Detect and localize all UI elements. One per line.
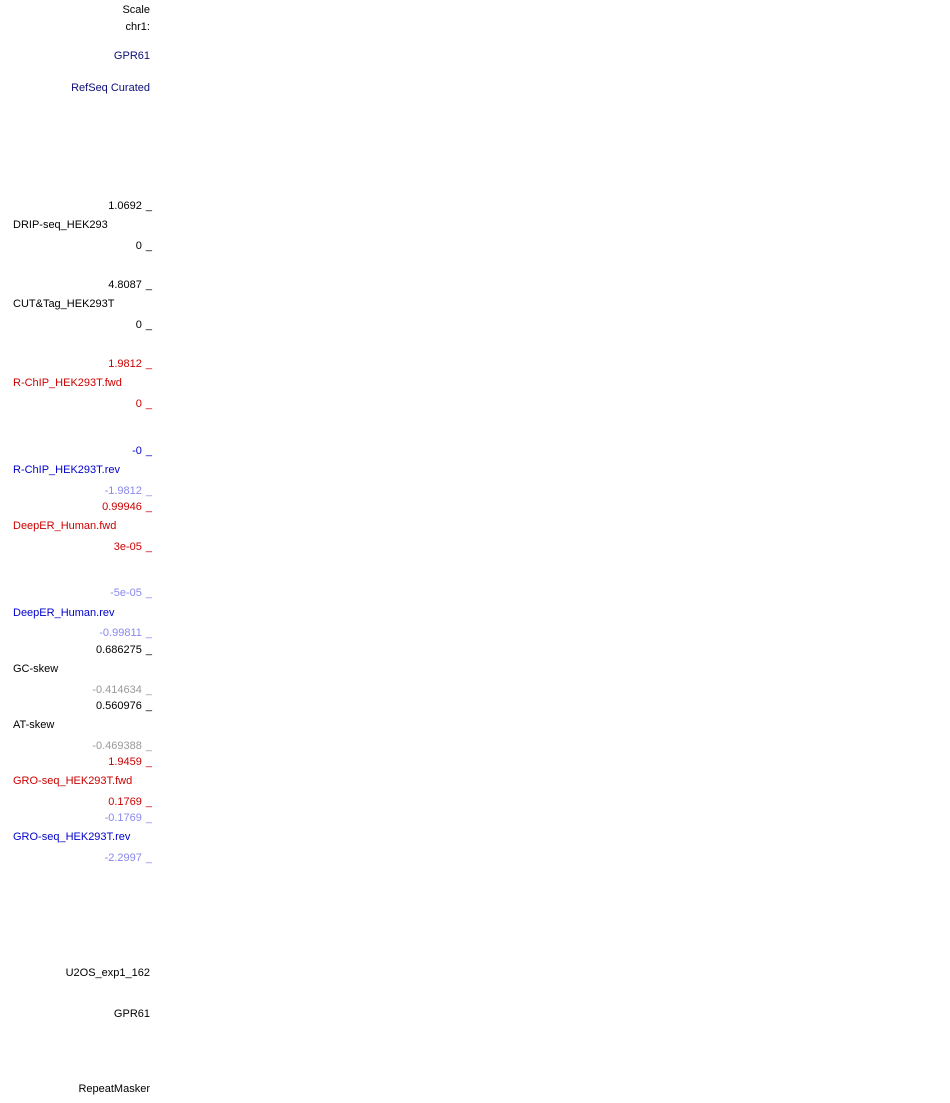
axis-max-rchip-fwd: 1.9812 _	[108, 358, 152, 370]
axis-tick: _	[145, 684, 152, 696]
axis-min-gro-seq-fwd: 0.1769 _	[108, 796, 152, 808]
axis-max-value: 1.0692	[108, 200, 142, 212]
axis-tick: _	[145, 279, 152, 291]
axis-tick: _	[145, 740, 152, 752]
track-label-deeper-human-rev[interactable]: DeepER_Human.rev	[13, 607, 115, 619]
scale-label: Scale	[122, 4, 150, 16]
axis-max-value: 1.9459	[108, 756, 142, 768]
axis-max-gro-seq-rev: -0.1769 _	[105, 812, 152, 824]
axis-tick: _	[145, 812, 152, 824]
axis-min-gro-seq-rev: -2.2997 _	[105, 852, 152, 864]
axis-min-value: 0.1769	[108, 796, 142, 808]
track-label-gro-seq-hek293t-rev[interactable]: GRO-seq_HEK293T.rev	[13, 831, 131, 843]
chromosome-label: chr1:	[125, 21, 150, 33]
axis-min-value: 0	[135, 319, 142, 331]
track-label-drip-seq-hek293[interactable]: DRIP-seq_HEK293	[13, 219, 108, 231]
axis-tick: _	[145, 796, 152, 808]
axis-min-value: -1.9812	[104, 485, 142, 497]
axis-min-cut-tag: 0 _	[136, 319, 152, 331]
axis-tick: _	[145, 398, 152, 410]
axis-tick: _	[145, 627, 152, 639]
axis-max-deeper-rev: -5e-05 _	[110, 587, 152, 599]
axis-min-drip-seq: 0 _	[136, 240, 152, 252]
axis-min-value: 0	[135, 398, 142, 410]
axis-tick: _	[145, 358, 152, 370]
axis-tick: _	[145, 200, 152, 212]
axis-max-value: 0.99946	[102, 501, 142, 513]
axis-min-gc-skew: -0.414634 _	[92, 684, 152, 696]
axis-max-at-skew: 0.560976 _	[96, 700, 152, 712]
axis-max-value: 0.560976	[95, 700, 142, 712]
track-label-at-skew[interactable]: AT-skew	[13, 719, 55, 731]
axis-min-value: -0.99811	[99, 627, 142, 639]
axis-max-value: -5e-05	[110, 587, 142, 599]
axis-tick: _	[145, 852, 152, 864]
track-label-cut-tag-hek293t[interactable]: CUT&Tag_HEK293T	[13, 298, 115, 310]
axis-max-value: 4.8087	[108, 279, 142, 291]
axis-tick: _	[145, 240, 152, 252]
track-label-rchip-hek293t-fwd[interactable]: R-ChIP_HEK293T.fwd	[13, 377, 122, 389]
axis-max-deeper-fwd: 0.99946 _	[102, 501, 152, 513]
axis-max-value: 1.9812	[108, 358, 142, 370]
axis-max-value: -0	[132, 445, 142, 457]
axis-tick: _	[145, 485, 152, 497]
axis-max-gro-seq-fwd: 1.9459 _	[108, 756, 152, 768]
track-label-rchip-hek293t-rev[interactable]: R-ChIP_HEK293T.rev	[13, 464, 120, 476]
axis-min-value: -2.2997	[104, 852, 142, 864]
axis-min-value: 0	[135, 240, 142, 252]
axis-min-value: 3e-05	[113, 541, 142, 553]
axis-tick: _	[145, 700, 152, 712]
gene-label-gpr61-bottom[interactable]: GPR61	[113, 1008, 150, 1020]
axis-max-value: 0.686275	[95, 644, 142, 656]
track-label-refseq-curated[interactable]: RefSeq Curated	[71, 82, 150, 94]
axis-tick: _	[145, 756, 152, 768]
axis-min-rchip-fwd: 0 _	[136, 398, 152, 410]
axis-tick: _	[145, 541, 152, 553]
axis-tick: _	[145, 319, 152, 331]
track-label-gro-seq-hek293t-fwd[interactable]: GRO-seq_HEK293T.fwd	[13, 775, 133, 787]
axis-min-deeper-fwd: 3e-05 _	[114, 541, 152, 553]
axis-min-rchip-rev: -1.9812 _	[105, 485, 152, 497]
axis-min-value: -0.414634	[92, 684, 142, 696]
axis-tick: _	[145, 501, 152, 513]
axis-min-value: -0.469388	[92, 740, 142, 752]
track-label-gc-skew[interactable]: GC-skew	[13, 663, 59, 675]
axis-max-value: -0.1769	[104, 812, 142, 824]
axis-tick: _	[145, 644, 152, 656]
track-label-repeatmasker[interactable]: RepeatMasker	[78, 1083, 150, 1095]
axis-tick: _	[145, 445, 152, 457]
axis-max-cut-tag: 4.8087 _	[108, 279, 152, 291]
axis-max-rchip-rev: -0 _	[132, 445, 152, 457]
track-label-u2os-exp1-162[interactable]: U2OS_exp1_162	[65, 967, 150, 979]
axis-max-drip-seq: 1.0692 _	[108, 200, 152, 212]
axis-max-gc-skew: 0.686275 _	[96, 644, 152, 656]
gene-label-gpr61-top[interactable]: GPR61	[113, 50, 150, 62]
track-label-deeper-human-fwd[interactable]: DeepER_Human.fwd	[13, 520, 117, 532]
axis-min-deeper-rev: -0.99811 _	[99, 627, 152, 639]
axis-min-at-skew: -0.469388 _	[92, 740, 152, 752]
axis-tick: _	[145, 587, 152, 599]
